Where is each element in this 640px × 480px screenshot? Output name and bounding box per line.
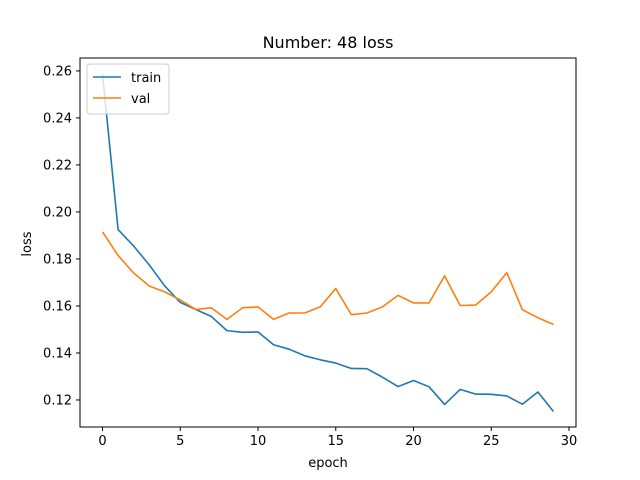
y-tick-label: 0.16 [43, 299, 72, 314]
y-axis-label: loss [20, 231, 35, 256]
x-tick-label: 20 [405, 434, 422, 449]
y-tick-label: 0.24 [43, 111, 72, 126]
plot-frame [79, 57, 577, 428]
legend-label-val: val [131, 92, 150, 107]
legend: train val [86, 63, 170, 115]
legend-label-train: train [131, 71, 161, 86]
series-line-train [101, 74, 555, 412]
series-line-val [101, 231, 554, 326]
series-layer [101, 74, 555, 412]
plot-area [79, 57, 577, 428]
y-tick-label: 0.22 [43, 158, 72, 173]
x-tick-label: 5 [176, 434, 184, 449]
chart-title: Number: 48 loss [263, 33, 394, 52]
y-axis: 0.12 0.14 0.16 0.18 0.20 0.22 0.24 0.26 [43, 64, 80, 408]
x-axis-label: epoch [308, 456, 348, 471]
y-tick-label: 0.18 [43, 252, 72, 267]
y-tick-label: 0.20 [43, 205, 72, 220]
x-tick-label: 30 [561, 434, 578, 449]
x-axis: 0 5 10 15 20 25 30 [98, 427, 577, 449]
x-tick-label: 15 [328, 434, 345, 449]
x-tick-label: 25 [483, 434, 500, 449]
y-tick-label: 0.14 [43, 346, 72, 361]
x-tick-label: 0 [98, 434, 106, 449]
y-tick-label: 0.12 [43, 393, 72, 408]
y-tick-label: 0.26 [43, 64, 72, 79]
x-tick-label: 10 [250, 434, 267, 449]
